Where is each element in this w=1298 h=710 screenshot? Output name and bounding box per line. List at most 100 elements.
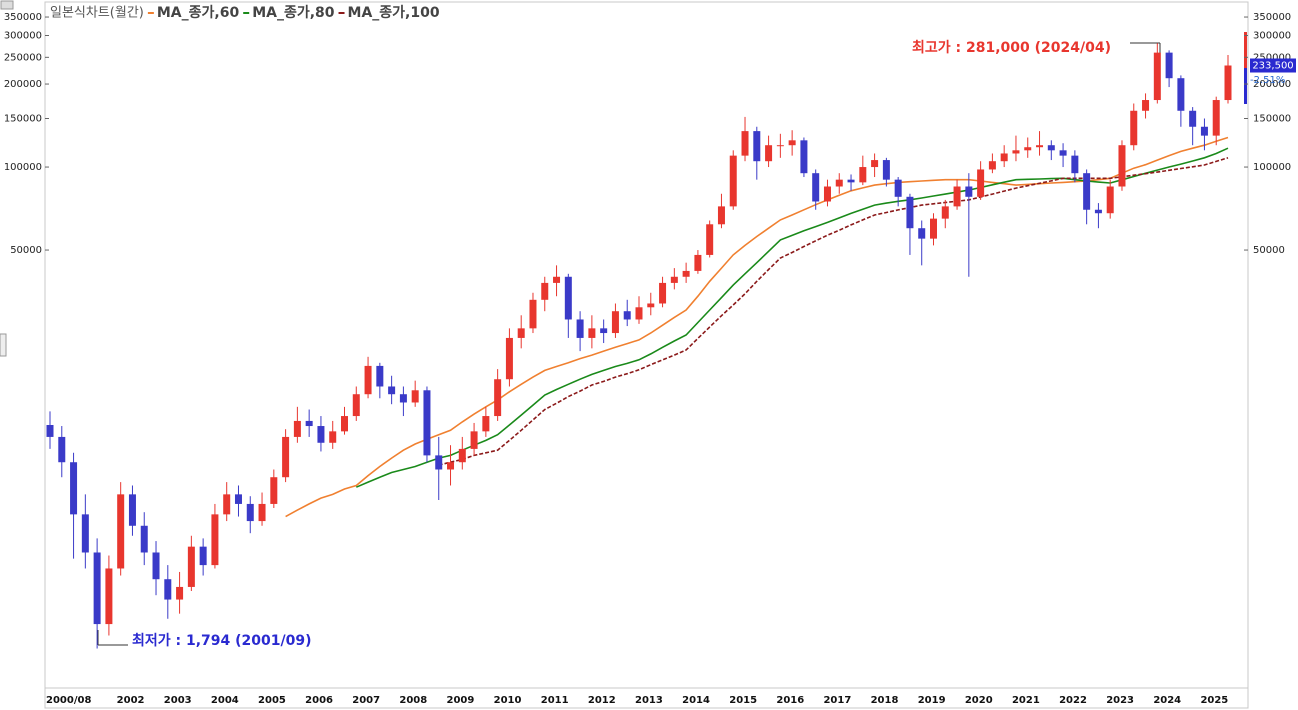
- candle-body: [317, 426, 325, 443]
- legend-entry: MA_종가,100: [348, 5, 440, 21]
- legend-entry: MA_종가,80: [252, 5, 335, 21]
- low-annotation: 최저가 : 1,794 (2001/09): [132, 633, 312, 649]
- candle-body: [376, 365, 384, 387]
- candle-body: [388, 386, 396, 395]
- candle-body: [670, 276, 678, 283]
- candle-body: [753, 131, 761, 162]
- candle-body: [564, 276, 572, 320]
- candle-body: [117, 494, 125, 569]
- candle-body: [812, 173, 820, 202]
- candle-body: [458, 448, 466, 463]
- candle-body: [128, 494, 136, 526]
- candle-body: [470, 431, 478, 449]
- candle-body: [1212, 100, 1220, 136]
- candle-body: [847, 179, 855, 183]
- x-tick-label: 2009: [447, 695, 475, 706]
- candle-body: [140, 525, 148, 553]
- x-tick-label: 2005: [258, 695, 286, 706]
- candle-body: [882, 160, 890, 180]
- candle-body: [187, 546, 195, 587]
- candle-body: [1142, 100, 1150, 111]
- candle-body: [270, 477, 278, 504]
- candle-body: [58, 436, 66, 463]
- candle-body: [246, 503, 254, 522]
- candle-body: [906, 196, 914, 229]
- x-tick-label: 2025: [1200, 695, 1228, 706]
- candle-body: [635, 307, 643, 320]
- x-tick-label: 2018: [871, 695, 899, 706]
- candle-body: [541, 282, 549, 300]
- x-tick-label: 2015: [729, 695, 757, 706]
- x-tick-label: 2011: [541, 695, 569, 706]
- candle-body: [941, 206, 949, 219]
- candle-body: [776, 145, 784, 147]
- candle-body: [553, 276, 561, 283]
- x-tick-label: 2003: [164, 695, 192, 706]
- candle-body: [965, 186, 973, 197]
- candle-body: [1083, 173, 1091, 210]
- y-tick-label-right: 200000: [1253, 79, 1291, 90]
- x-tick-label: 2021: [1012, 695, 1040, 706]
- x-tick-label: 2012: [588, 695, 616, 706]
- candle-body: [1118, 145, 1126, 187]
- ma-line: [438, 157, 1229, 466]
- candle-body: [364, 365, 372, 395]
- candle-body: [399, 394, 407, 403]
- candle-body: [706, 224, 714, 255]
- candle-body: [293, 420, 301, 437]
- candle-body: [1036, 145, 1044, 148]
- candle-body: [341, 416, 348, 432]
- candle-body: [600, 328, 608, 334]
- candle-body: [1012, 150, 1020, 154]
- candle-body: [1047, 145, 1055, 151]
- side-toggle[interactable]: [0, 333, 7, 357]
- ma-line: [285, 136, 1229, 518]
- menu-button[interactable]: [0, 0, 14, 10]
- candle-body: [1071, 155, 1079, 174]
- candle-body: [717, 206, 725, 225]
- y-tick-label-right: 300000: [1253, 30, 1291, 41]
- candle-body: [659, 282, 667, 304]
- x-tick-label: 2013: [635, 695, 663, 706]
- x-tick-label: 2020: [965, 695, 993, 706]
- candle-body: [423, 390, 431, 456]
- candle-body: [682, 270, 690, 277]
- candle-body: [494, 379, 502, 417]
- candle-body: [611, 311, 619, 334]
- candle-body: [576, 319, 584, 338]
- candle-body: [46, 424, 54, 437]
- legend-title: 일본식차트(월간): [50, 6, 144, 21]
- candle-body: [482, 416, 490, 432]
- candle-body: [1177, 78, 1185, 111]
- change-label: -2.51%: [1250, 75, 1285, 86]
- candle-body: [835, 179, 843, 187]
- candle-body: [1059, 150, 1067, 156]
- x-tick-label: 2007: [352, 695, 380, 706]
- candle-body: [1106, 186, 1114, 214]
- x-tick-label: 2022: [1059, 695, 1087, 706]
- y-tick-label-right: 50000: [1253, 245, 1285, 256]
- x-tick-label: 2006: [305, 695, 333, 706]
- x-tick-label: 2017: [823, 695, 851, 706]
- y-tick-label: 50000: [10, 245, 42, 256]
- x-tick-label: 2000/08: [46, 695, 91, 706]
- x-tick-label: 2014: [682, 695, 710, 706]
- y-tick-label: 300000: [4, 30, 42, 41]
- candle-body: [741, 131, 749, 156]
- candle-body: [729, 155, 737, 207]
- x-tick-label: 2024: [1153, 695, 1181, 706]
- candle-body: [647, 303, 655, 308]
- candle-body: [1024, 147, 1032, 151]
- candle-body: [918, 228, 926, 239]
- y-tick-label-right: 150000: [1253, 113, 1291, 124]
- candle-body: [1094, 209, 1102, 214]
- y-tick-label: 250000: [4, 52, 42, 63]
- candle-body: [447, 462, 455, 470]
- candle-body: [823, 186, 831, 202]
- range-bar-down: [1244, 68, 1247, 104]
- y-tick-label-right: 250000: [1253, 52, 1291, 63]
- candle-body: [588, 328, 596, 338]
- candle-body: [152, 552, 160, 580]
- candle-body: [765, 145, 773, 162]
